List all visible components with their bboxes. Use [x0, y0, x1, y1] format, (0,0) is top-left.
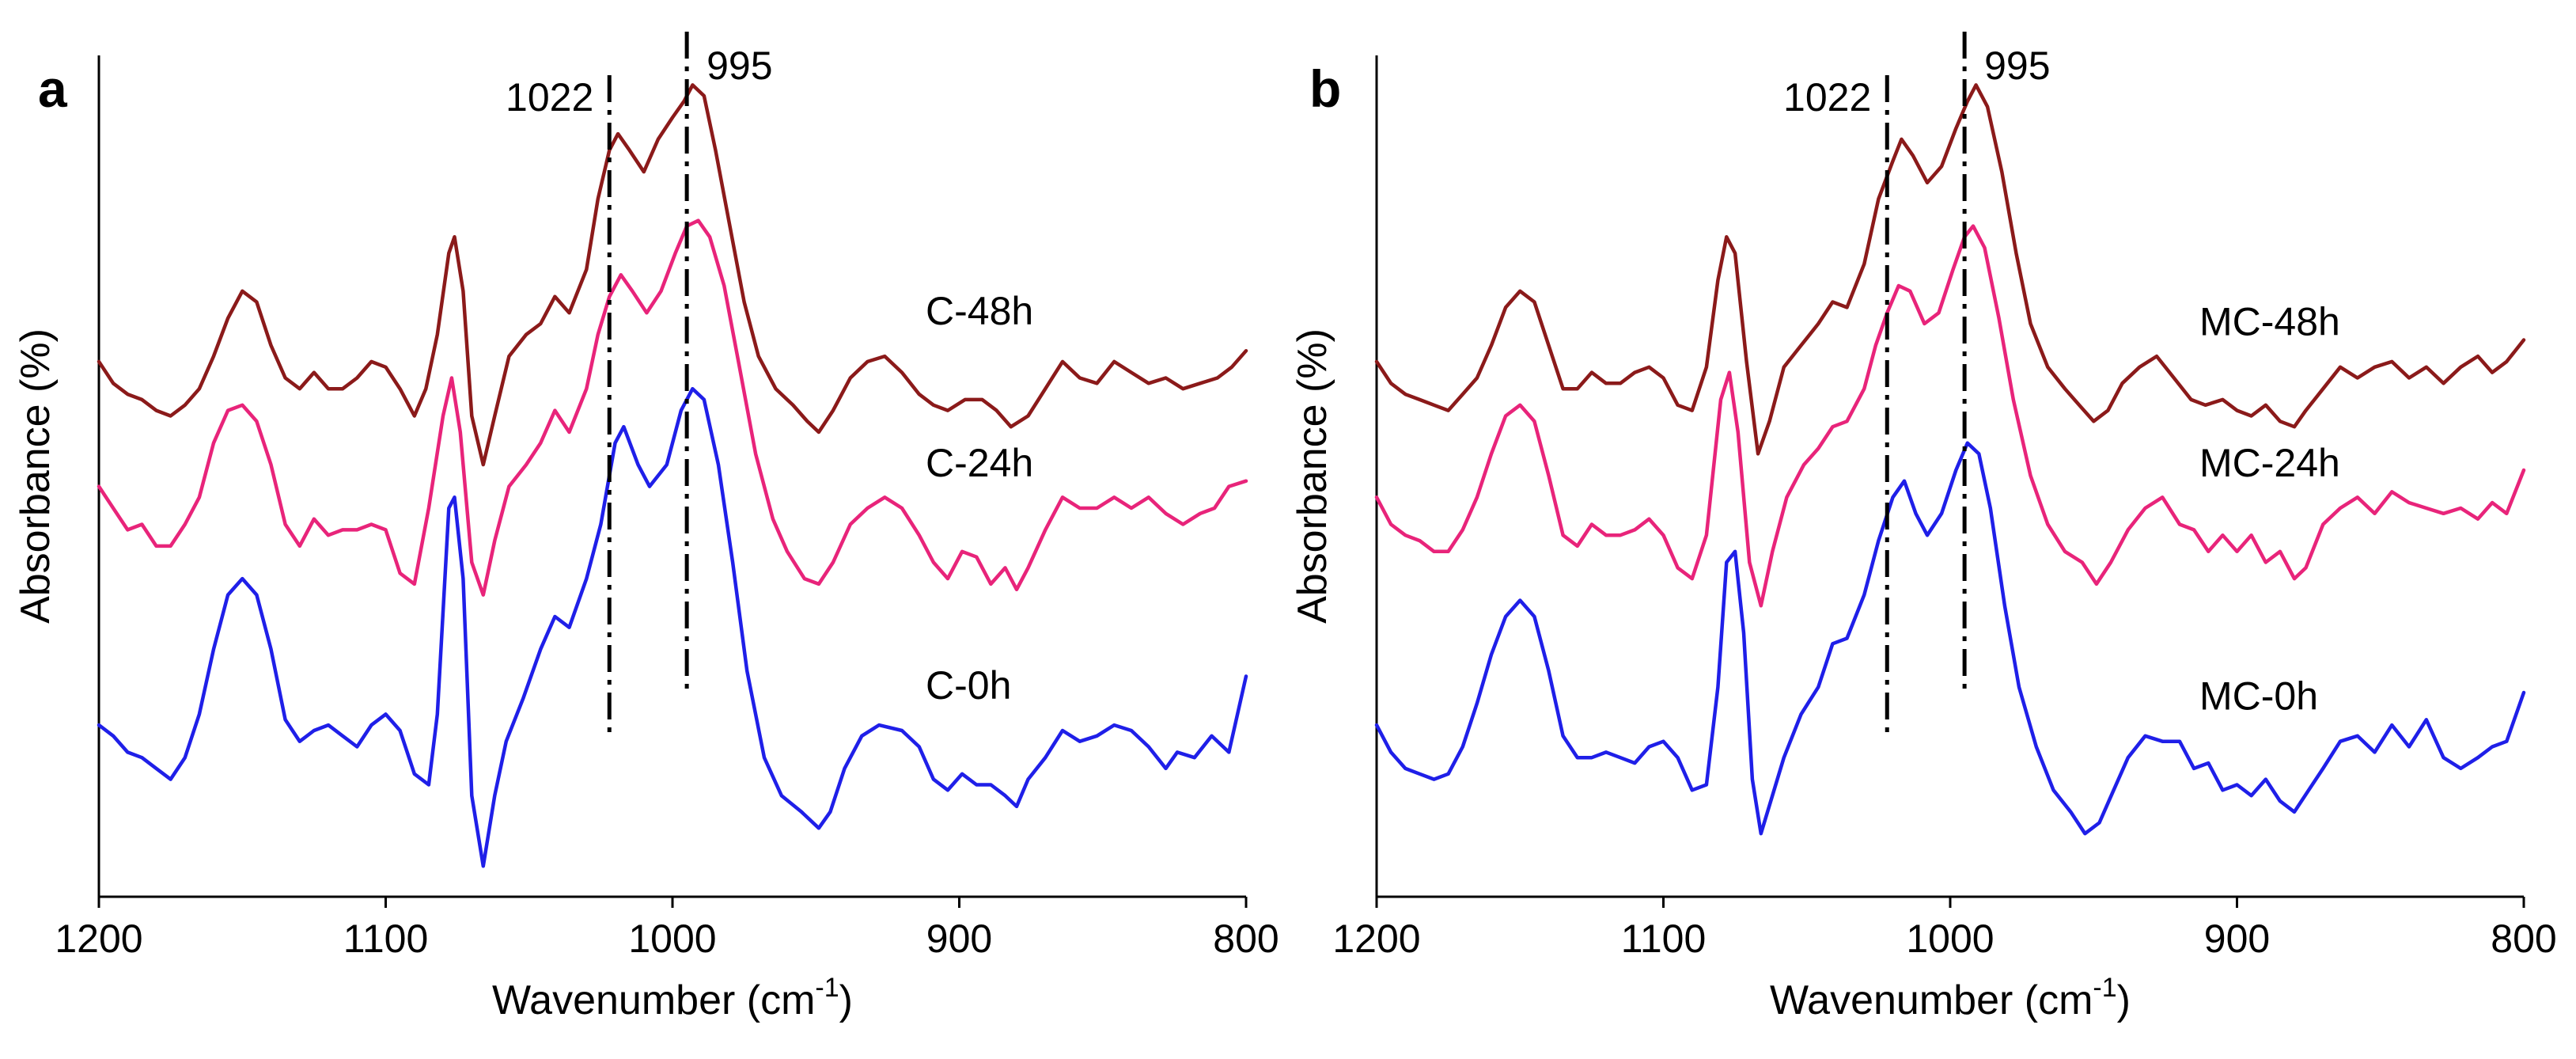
x-tick-label: 800 [2491, 917, 2556, 961]
reference-line-label: 1022 [1783, 75, 1871, 120]
x-tick-label: 1200 [1332, 917, 1420, 961]
x-tick-label: 1000 [628, 917, 716, 961]
chart-panel-a: 1200 1100 1000 900 800 Wavenumber (cm-1) Absor… [13, 32, 1279, 1023]
series-label: MC-48h [2199, 300, 2340, 344]
x-axis-label-text: Wavenumber (cm [1770, 977, 2093, 1023]
series-line-MC-48h [1374, 83, 2526, 456]
panel-label: b [1309, 59, 1341, 118]
x-axis-label-superscript: -1 [815, 973, 839, 1003]
y-axis-label: Absorbance (%) [1290, 328, 1335, 624]
x-axis-label-text: Wavenumber (cm [492, 977, 815, 1023]
series-label: MC-0h [2199, 674, 2318, 718]
series-line-C-0h [97, 386, 1248, 868]
series-label: C-48h [926, 289, 1033, 333]
x-tick-label: 1200 [55, 917, 142, 961]
reference-line-label: 1022 [506, 75, 593, 120]
x-axis-label-close: ) [839, 977, 853, 1023]
x-axis-label-superscript: -1 [2093, 973, 2116, 1003]
x-tick-label: 1000 [1906, 917, 1994, 961]
panel-label: a [38, 59, 68, 118]
reference-line-label: 995 [707, 44, 772, 88]
series-label: MC-24h [2199, 441, 2340, 485]
series-line-C-24h [97, 218, 1248, 597]
reference-line-label: 995 [1984, 44, 2050, 88]
x-tick-label: 1100 [1621, 917, 1707, 961]
series-label: C-24h [926, 441, 1033, 485]
x-tick-label: 900 [926, 917, 992, 961]
series-line-MC-0h [1374, 441, 2526, 836]
x-tick-label: 800 [1213, 917, 1279, 961]
x-tick-label: 1100 [343, 917, 429, 961]
x-axis-label: Wavenumber (cm-1) [1770, 973, 2131, 1023]
series-label: C-0h [926, 663, 1011, 708]
x-tick-label: 900 [2204, 917, 2270, 961]
series-line-MC-24h [1374, 224, 2526, 608]
x-axis-label: Wavenumber (cm-1) [492, 973, 853, 1023]
x-axis-label-close: ) [2117, 977, 2131, 1023]
series-line-C-48h [97, 83, 1248, 467]
chart-panel-b: 1200 1100 1000 900 800 Wavenumber (cm-1) Absor… [1290, 32, 2557, 1023]
y-axis-label: Absorbance (%) [13, 328, 59, 624]
